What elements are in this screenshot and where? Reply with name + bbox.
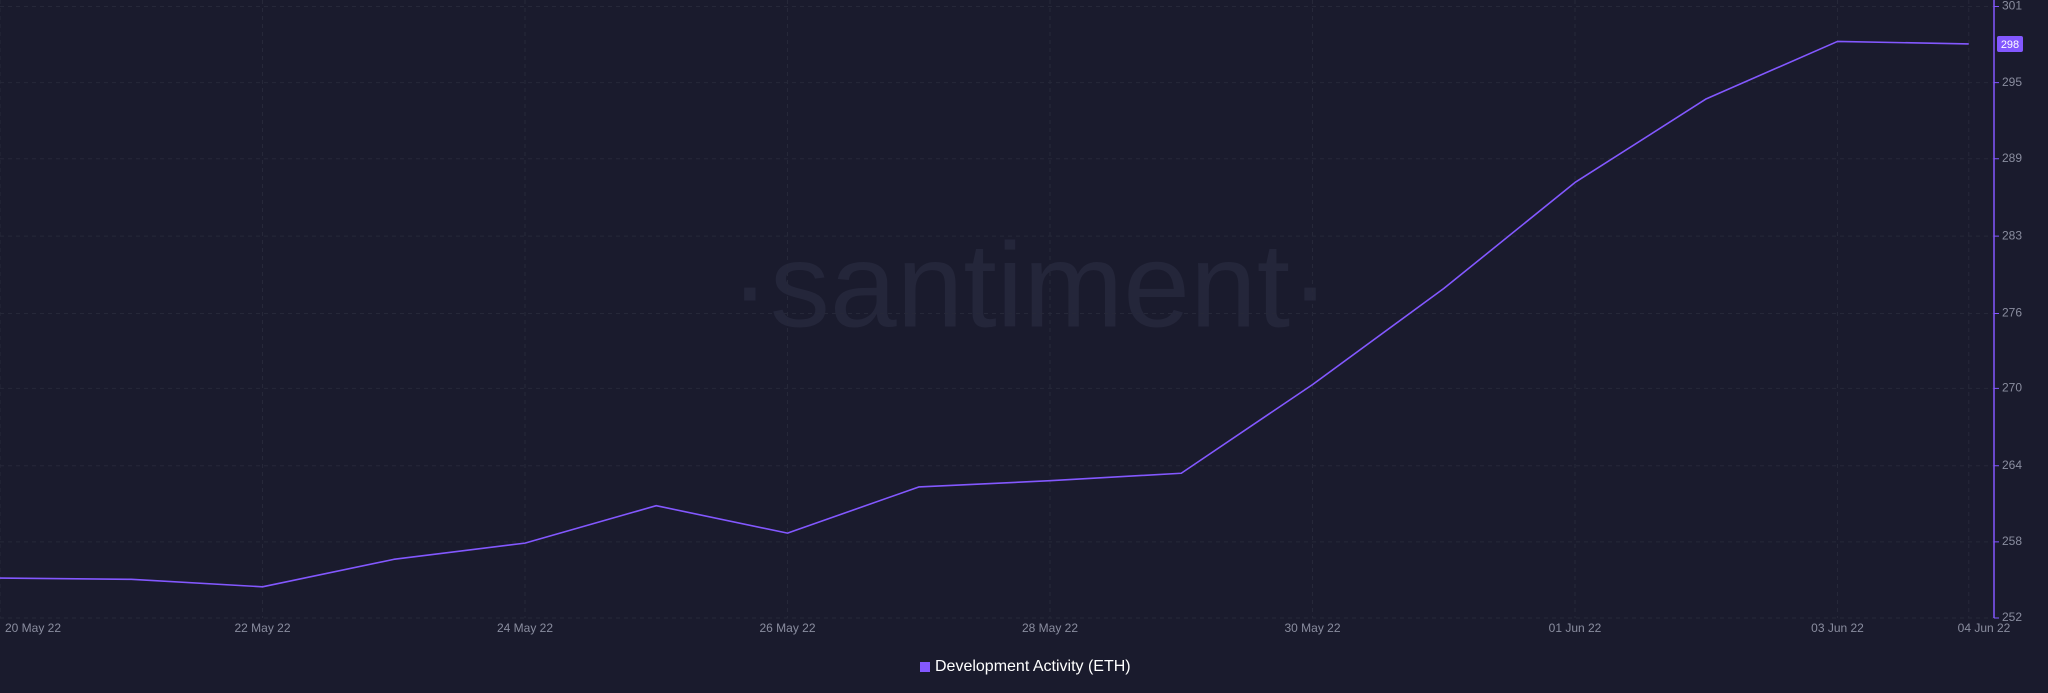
y-tick-label: 283 — [2002, 228, 2022, 242]
y-tick-label: 301 — [2002, 0, 2022, 13]
x-tick-label: 22 May 22 — [234, 621, 290, 635]
line — [0, 40, 1969, 588]
x-tick-label: 24 May 22 — [497, 621, 553, 635]
x-tick-label: 28 May 22 — [1022, 621, 1078, 635]
watermark: ·santiment· — [730, 219, 1330, 353]
y-tick-label: 252 — [2002, 610, 2022, 624]
x-tick-label: 01 Jun 22 — [1549, 621, 1602, 635]
x-tick-label: 03 Jun 22 — [1811, 621, 1864, 635]
x-tick-label: 20 May 22 — [5, 621, 61, 635]
y-tick-label: 270 — [2002, 381, 2022, 395]
y-tick-label: 295 — [2002, 75, 2022, 89]
y-tick-label: 264 — [2002, 458, 2022, 472]
x-tick-label: 04 Jun 22 — [1958, 621, 2011, 635]
y-tick-label: 289 — [2002, 151, 2022, 165]
legend-item: Development Activity (ETH) — [920, 658, 1131, 675]
y-tick-label: 276 — [2002, 306, 2022, 320]
last-value-badge — [1997, 35, 2023, 52]
x-tick-label: 26 May 22 — [759, 621, 815, 635]
legend-swatch — [920, 662, 930, 672]
y-tick-label: 258 — [2002, 534, 2022, 548]
last-value-label: 298 — [2001, 39, 2019, 51]
x-tick-label: 30 May 22 — [1284, 621, 1340, 635]
legend-label: Development Activity (ETH) — [935, 658, 1131, 675]
